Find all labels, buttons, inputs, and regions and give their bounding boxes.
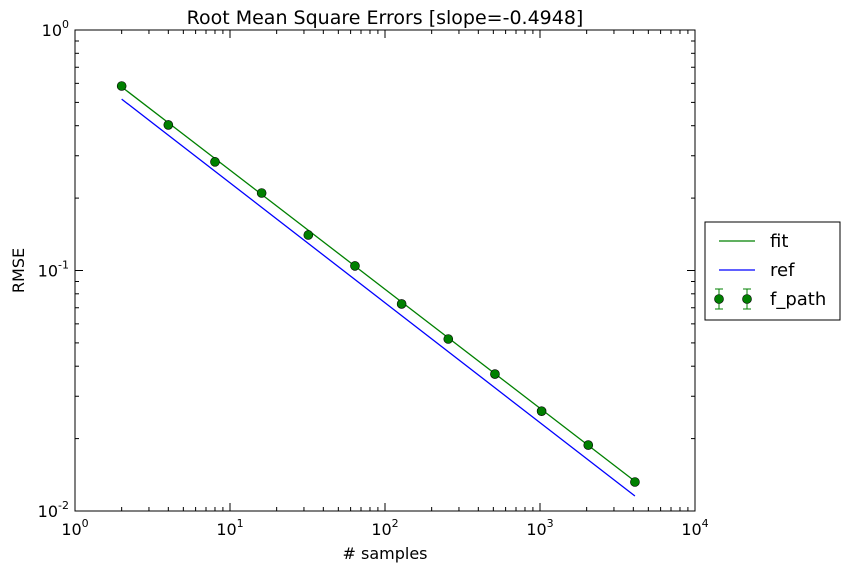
series-line — [121, 86, 636, 482]
legend-label: ref — [770, 260, 795, 281]
tick-exponent: 1 — [237, 517, 244, 530]
tick-exponent: 3 — [547, 517, 554, 530]
data-point — [583, 440, 594, 450]
tick-base: 10 — [216, 520, 236, 539]
legend-label: fit — [770, 231, 788, 252]
tick-base: 10 — [38, 502, 58, 521]
data-point — [116, 81, 127, 91]
tick-exponent: 0 — [62, 18, 69, 31]
plot-frame — [74, 29, 696, 512]
tick-label: 10-1 — [38, 259, 69, 281]
tick-exponent: -2 — [58, 499, 69, 512]
data-point — [303, 230, 314, 240]
legend-marker — [742, 294, 752, 304]
data-point — [490, 369, 500, 379]
legend-label: f_path — [770, 289, 826, 310]
data-point — [536, 406, 547, 416]
tick-exponent: -1 — [58, 259, 69, 272]
series-line — [121, 98, 636, 497]
tick-base: 10 — [38, 262, 58, 281]
tick-label: 104 — [681, 517, 708, 539]
tick-base: 10 — [681, 520, 701, 539]
tick-label: 100 — [61, 517, 88, 539]
data-point — [630, 477, 640, 487]
tick-base: 10 — [42, 21, 62, 40]
tick-base: 10 — [61, 520, 81, 539]
tick-label: 101 — [216, 517, 243, 539]
tick-base: 10 — [526, 520, 546, 539]
tick-label: 103 — [526, 517, 553, 539]
tick-base: 10 — [371, 520, 391, 539]
x-axis-label: # samples — [343, 544, 428, 563]
data-point — [350, 261, 360, 271]
tick-label: 100 — [42, 18, 69, 40]
tick-label: 102 — [371, 517, 398, 539]
data-point — [443, 334, 454, 344]
tick-exponent: 2 — [392, 517, 399, 530]
data-point — [163, 120, 174, 130]
tick-label: 10-2 — [38, 499, 69, 521]
legend-marker — [714, 294, 724, 304]
tick-exponent: 0 — [82, 517, 89, 530]
tick-exponent: 4 — [702, 517, 709, 530]
data-point — [396, 299, 407, 309]
chart-title: Root Mean Square Errors [slope=-0.4948] — [187, 7, 584, 29]
data-point — [210, 157, 220, 167]
data-point — [256, 188, 267, 198]
y-axis-label: RMSE — [9, 248, 28, 293]
legend-box — [704, 221, 841, 321]
